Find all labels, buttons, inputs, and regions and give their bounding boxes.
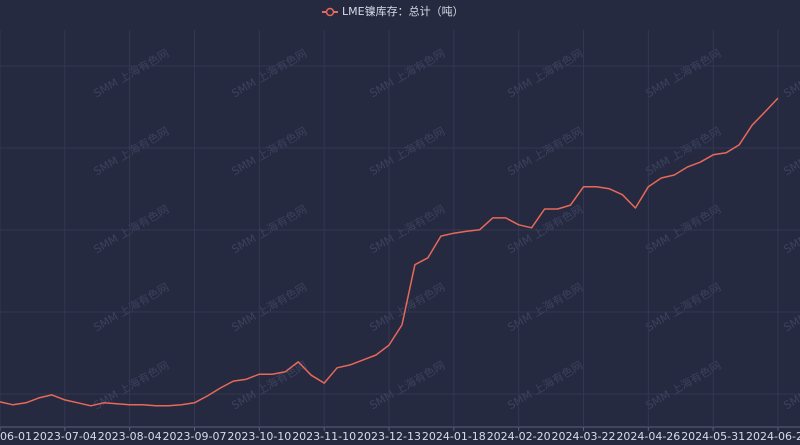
x-tick-label: 2024-06-27	[746, 430, 800, 443]
legend-label: LME镍库存：总计（吨）	[342, 4, 464, 18]
legend-marker	[325, 7, 335, 17]
x-tick-label: 2023-09-07	[163, 430, 227, 443]
x-tick-label: 2023-11-10	[292, 430, 356, 443]
x-tick-label: 2024-04-26	[616, 430, 680, 443]
x-tick-label: 2023-08-04	[98, 430, 162, 443]
x-tick-label: 2023-12-13	[357, 430, 421, 443]
legend: LME镍库存：总计（吨）	[322, 4, 464, 18]
x-tick-label: 2023-07-04	[33, 430, 97, 443]
x-tick-label: 2024-05-31	[681, 430, 745, 443]
series-line	[0, 97, 779, 407]
x-tick-label: 2024-03-22	[552, 430, 616, 443]
x-tick-label: 2023-06-01	[0, 430, 32, 443]
x-tick-label: 2024-02-20	[487, 430, 551, 443]
h-grid	[0, 65, 800, 395]
x-tick-label: 2023-10-10	[227, 430, 291, 443]
x-tick-label: 2024-01-18	[422, 430, 486, 443]
